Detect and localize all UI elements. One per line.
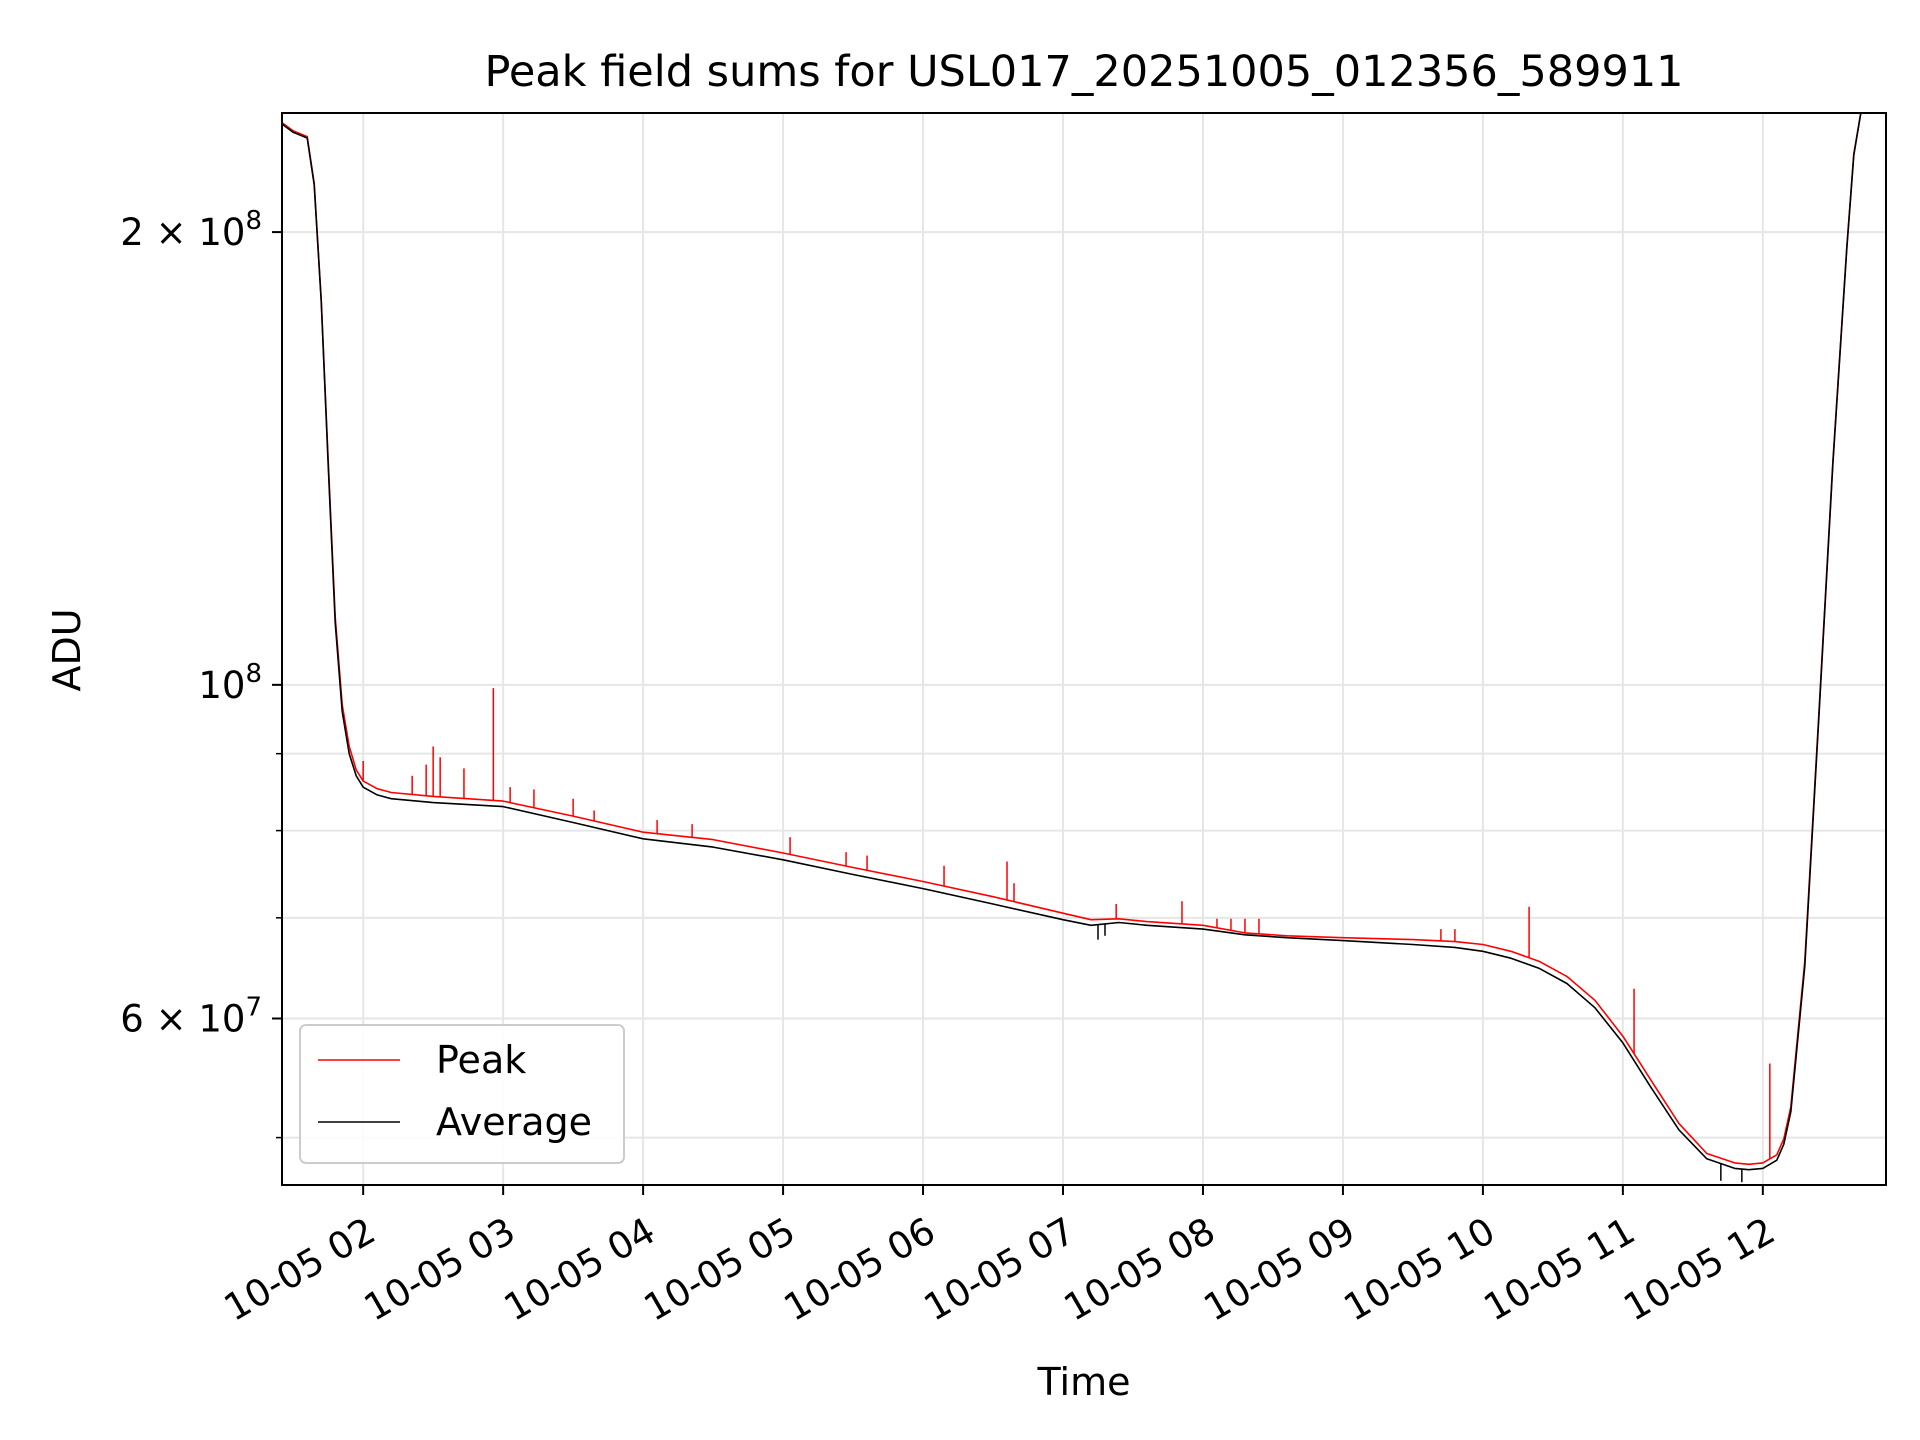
legend: Peak Average bbox=[299, 1024, 625, 1164]
y-tick-exponent: 7 bbox=[245, 993, 262, 1023]
plot-frame bbox=[281, 112, 1887, 1186]
y-tick-label: 2 × 108 bbox=[120, 206, 262, 254]
y-tick-label: 6 × 107 bbox=[120, 993, 262, 1041]
x-axis-label: Time bbox=[1037, 1360, 1131, 1404]
chart-title: Peak field sums for USL017_20251005_0123… bbox=[484, 47, 1683, 97]
series-layer bbox=[282, 113, 1886, 1183]
y-tick-exponent: 8 bbox=[245, 206, 262, 236]
legend-label-average: Average bbox=[436, 1100, 592, 1144]
y-axis-label: ADU bbox=[45, 608, 89, 691]
grid bbox=[282, 113, 1886, 1185]
y-tick-exponent: 8 bbox=[245, 659, 262, 689]
series-line-average bbox=[282, 113, 1886, 1171]
series-line-peak bbox=[282, 113, 1886, 1166]
legend-label-peak: Peak bbox=[436, 1038, 526, 1082]
